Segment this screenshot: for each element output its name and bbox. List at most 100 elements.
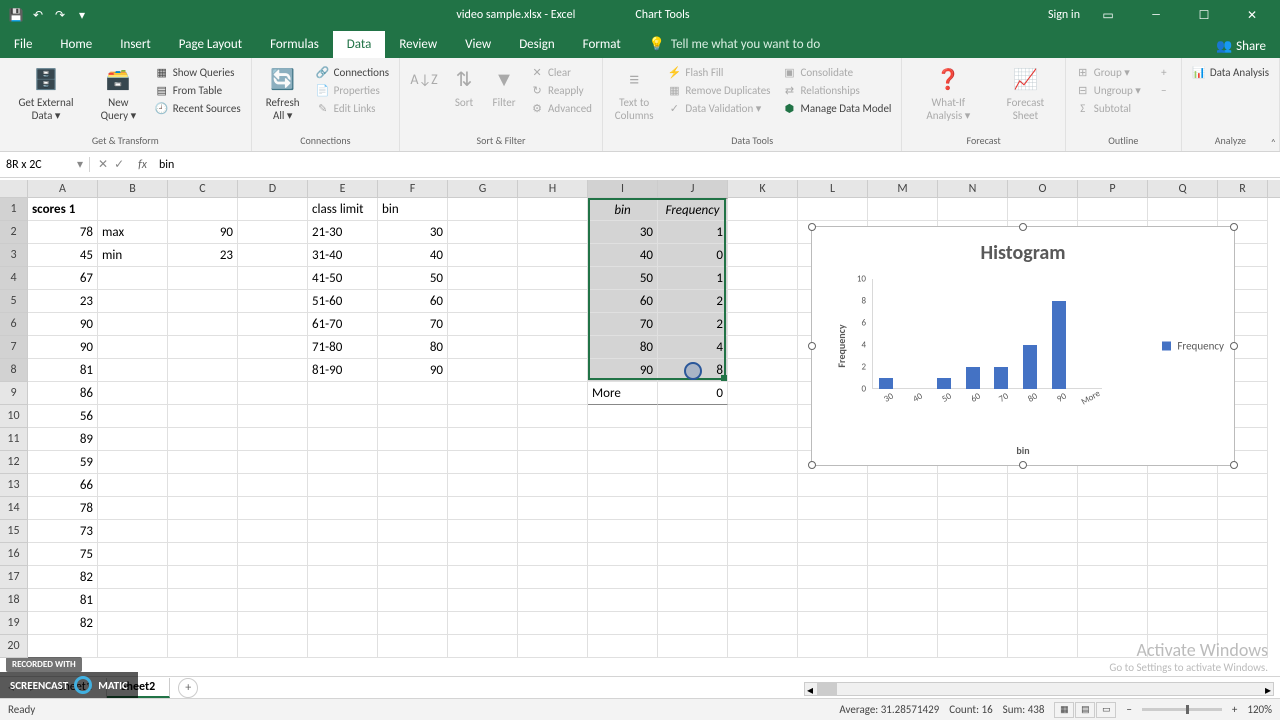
chart-bar[interactable]	[994, 367, 1008, 389]
col-header-P[interactable]: P	[1078, 180, 1148, 197]
cell-E17[interactable]	[308, 566, 378, 589]
col-header-E[interactable]: E	[308, 180, 378, 197]
cell-Q15[interactable]	[1148, 520, 1218, 543]
cell-Q17[interactable]	[1148, 566, 1218, 589]
row-header-9[interactable]: 9	[0, 382, 28, 405]
cell-I1[interactable]: bin	[588, 198, 658, 221]
cell-G15[interactable]	[448, 520, 518, 543]
cell-I12[interactable]	[588, 451, 658, 474]
cell-N15[interactable]	[938, 520, 1008, 543]
cell-J12[interactable]	[658, 451, 728, 474]
cell-G1[interactable]	[448, 198, 518, 221]
cell-J17[interactable]	[658, 566, 728, 589]
cell-P18[interactable]	[1078, 589, 1148, 612]
cell-B6[interactable]	[98, 313, 168, 336]
cell-K15[interactable]	[728, 520, 798, 543]
cell-I11[interactable]	[588, 428, 658, 451]
zoom-level[interactable]: 120%	[1247, 703, 1272, 716]
cell-K17[interactable]	[728, 566, 798, 589]
cell-P14[interactable]	[1078, 497, 1148, 520]
cell-A3[interactable]: 45	[28, 244, 98, 267]
cell-D17[interactable]	[238, 566, 308, 589]
row-header-6[interactable]: 6	[0, 313, 28, 336]
cell-Q19[interactable]	[1148, 612, 1218, 635]
cell-F18[interactable]	[378, 589, 448, 612]
cell-J9[interactable]: 0	[658, 382, 728, 405]
cell-O14[interactable]	[1008, 497, 1078, 520]
col-header-L[interactable]: L	[798, 180, 868, 197]
cell-G16[interactable]	[448, 543, 518, 566]
cell-J16[interactable]	[658, 543, 728, 566]
select-all-corner[interactable]	[0, 180, 28, 198]
cell-L17[interactable]	[798, 566, 868, 589]
cell-K10[interactable]	[728, 405, 798, 428]
cell-H14[interactable]	[518, 497, 588, 520]
cell-A2[interactable]: 78	[28, 221, 98, 244]
cell-B12[interactable]	[98, 451, 168, 474]
tab-insert[interactable]: Insert	[106, 31, 165, 58]
undo-icon[interactable]: ↶	[30, 7, 46, 23]
cell-D8[interactable]	[238, 359, 308, 382]
cell-E3[interactable]: 31-40	[308, 244, 378, 267]
cell-D15[interactable]	[238, 520, 308, 543]
cell-B13[interactable]	[98, 474, 168, 497]
chart-bar[interactable]	[966, 367, 980, 389]
cell-R18[interactable]	[1218, 589, 1268, 612]
row-header-4[interactable]: 4	[0, 267, 28, 290]
cell-F9[interactable]	[378, 382, 448, 405]
chart-resize-handle[interactable]	[1230, 342, 1238, 350]
cancel-formula-icon[interactable]: ✕	[98, 157, 108, 172]
cell-K9[interactable]	[728, 382, 798, 405]
chart-bar[interactable]	[879, 378, 893, 389]
page-break-view-icon[interactable]: ▭	[1096, 702, 1116, 718]
connections-button[interactable]: 🔗Connections	[312, 64, 393, 80]
cell-F7[interactable]: 80	[378, 336, 448, 359]
cell-L19[interactable]	[798, 612, 868, 635]
cell-R19[interactable]	[1218, 612, 1268, 635]
outline-plus[interactable]: +	[1153, 64, 1175, 80]
cell-M16[interactable]	[868, 543, 938, 566]
chart-resize-handle[interactable]	[808, 223, 816, 231]
cell-E10[interactable]	[308, 405, 378, 428]
cell-G5[interactable]	[448, 290, 518, 313]
cell-C4[interactable]	[168, 267, 238, 290]
cell-M17[interactable]	[868, 566, 938, 589]
cell-N18[interactable]	[938, 589, 1008, 612]
cell-R16[interactable]	[1218, 543, 1268, 566]
sort-az-button[interactable]: A↓Z	[406, 64, 442, 96]
cell-E7[interactable]: 71-80	[308, 336, 378, 359]
zoom-in-icon[interactable]: +	[1232, 703, 1237, 716]
edit-links-button[interactable]: ✎Edit Links	[312, 100, 393, 116]
cell-M15[interactable]	[868, 520, 938, 543]
cell-H7[interactable]	[518, 336, 588, 359]
cell-Q1[interactable]	[1148, 198, 1218, 221]
cell-N19[interactable]	[938, 612, 1008, 635]
tab-view[interactable]: View	[451, 31, 505, 58]
cell-I16[interactable]	[588, 543, 658, 566]
cell-H2[interactable]	[518, 221, 588, 244]
cell-D2[interactable]	[238, 221, 308, 244]
cell-C17[interactable]	[168, 566, 238, 589]
cell-B17[interactable]	[98, 566, 168, 589]
forecast-sheet-button[interactable]: 📈Forecast Sheet	[992, 64, 1059, 124]
cell-E5[interactable]: 51-60	[308, 290, 378, 313]
cell-G18[interactable]	[448, 589, 518, 612]
tab-design[interactable]: Design	[505, 31, 568, 58]
cell-Q18[interactable]	[1148, 589, 1218, 612]
cell-F20[interactable]	[378, 635, 448, 658]
cell-C9[interactable]	[168, 382, 238, 405]
cell-C10[interactable]	[168, 405, 238, 428]
cell-K4[interactable]	[728, 267, 798, 290]
cell-A5[interactable]: 23	[28, 290, 98, 313]
tab-home[interactable]: Home	[46, 31, 106, 58]
chart-resize-handle[interactable]	[1019, 223, 1027, 231]
relationships-button[interactable]: ⇄Relationships	[778, 82, 895, 98]
cell-K12[interactable]	[728, 451, 798, 474]
col-header-K[interactable]: K	[728, 180, 798, 197]
cell-I3[interactable]: 40	[588, 244, 658, 267]
cell-P1[interactable]	[1078, 198, 1148, 221]
cell-B4[interactable]	[98, 267, 168, 290]
row-header-17[interactable]: 17	[0, 566, 28, 589]
cell-K5[interactable]	[728, 290, 798, 313]
cell-O19[interactable]	[1008, 612, 1078, 635]
